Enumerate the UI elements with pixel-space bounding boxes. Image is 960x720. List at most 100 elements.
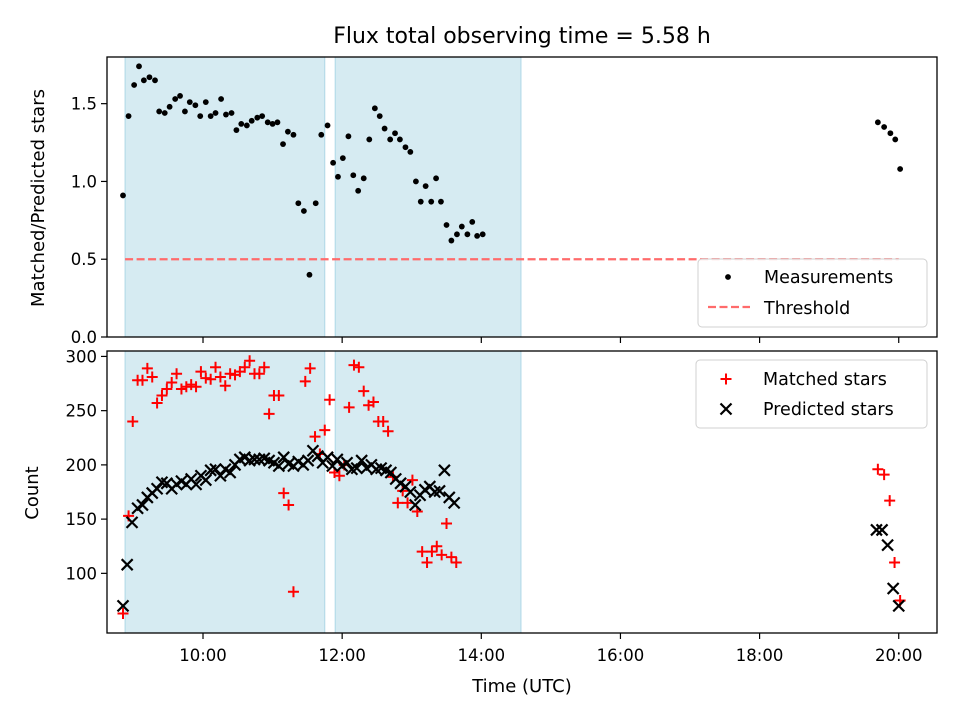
matched-star-point (431, 540, 443, 552)
measurement-point (172, 96, 179, 102)
bottom-y-axis-label: Count (22, 466, 43, 519)
matched-star-point (151, 397, 163, 409)
measurement-point (280, 141, 286, 148)
predicted-star-point (433, 484, 446, 498)
measurement-point (464, 231, 471, 238)
predicted-star-point (209, 462, 222, 476)
y-tick-label: 200 (66, 456, 98, 475)
matched-star-point (416, 546, 428, 558)
measurement-point (402, 144, 409, 151)
predicted-star-point (214, 469, 227, 483)
measurement-point (339, 155, 346, 162)
measurement-point (881, 124, 888, 130)
predicted-star-point (120, 558, 134, 571)
measurement-point (186, 99, 193, 106)
measurement-point (306, 271, 313, 278)
measurement-point (330, 159, 337, 166)
measurement-point (324, 122, 331, 129)
measurement-point (469, 218, 476, 225)
measurement-point (233, 127, 240, 134)
measurement-point (479, 231, 486, 238)
matched-star-point (200, 372, 212, 384)
y-tick-label: 250 (66, 402, 98, 421)
measurement-point (392, 130, 398, 137)
measurement-point (407, 148, 414, 155)
measurement-point (892, 136, 899, 143)
measurement-point (290, 131, 297, 138)
measurement-point (238, 120, 245, 127)
legend-matched-label: Matched stars (763, 370, 887, 390)
measurement-point (454, 231, 460, 238)
top-plot-area (120, 57, 904, 337)
measurement-point (318, 131, 325, 138)
measurement-point (387, 136, 394, 143)
matched-star-point (436, 549, 448, 561)
measurement-point (136, 63, 142, 70)
measurement-point (433, 175, 439, 182)
measurement-point (140, 77, 147, 84)
matched-star-point (117, 607, 129, 619)
measurement-point (254, 114, 261, 121)
predicted-star-point (355, 454, 368, 467)
measurement-point (345, 133, 352, 140)
matched-star-point (309, 431, 321, 443)
x-tick-label: 16:00 (597, 646, 645, 665)
measurement-point (887, 130, 894, 137)
legend-predicted-marker (719, 402, 733, 416)
matched-star-point (244, 355, 256, 367)
matched-star-point (195, 366, 207, 378)
matched-star-point (161, 383, 173, 395)
predicted-star-point (199, 473, 213, 487)
x-tick-label: 14:00 (458, 646, 506, 665)
measurement-point (448, 237, 455, 244)
matched-star-point (333, 470, 345, 482)
measurement-point (192, 102, 199, 109)
matched-star-point (175, 383, 187, 395)
matched-star-point (382, 425, 394, 437)
predicted-star-point (277, 451, 290, 464)
measurement-point (417, 198, 424, 205)
matched-star-point (450, 557, 462, 568)
measurement-point (161, 110, 168, 116)
matched-star-point (441, 517, 453, 529)
predicted-star-point (404, 485, 417, 499)
matched-star-point (283, 499, 295, 511)
measurement-point (259, 113, 266, 120)
x-axis-label: Time (UTC) (471, 676, 572, 697)
measurement-point (458, 223, 465, 230)
matched-star-point (278, 487, 290, 499)
legend-predicted-label: Predicted stars (763, 400, 894, 420)
measurement-point (166, 103, 173, 110)
matched-star-point (299, 375, 311, 387)
measurement-point (874, 119, 881, 126)
matched-star-point (324, 394, 336, 406)
measurement-point (243, 122, 250, 129)
matched-star-point (156, 389, 168, 401)
matched-star-point (402, 497, 414, 509)
matched-star-point (319, 424, 331, 436)
measurement-point (438, 198, 444, 205)
measurement-point (197, 113, 204, 120)
measurement-point (428, 198, 435, 205)
measurement-point (269, 120, 276, 127)
matched-star-point (878, 469, 890, 481)
observing-window-shade (124, 57, 326, 337)
predicted-star-point (272, 459, 286, 473)
matched-star-point (367, 396, 379, 408)
x-tick-label: 18:00 (736, 646, 784, 665)
matched-star-point (219, 380, 231, 392)
matched-star-point (210, 361, 222, 373)
predicted-star-point (223, 466, 237, 479)
measurement-point (413, 178, 419, 185)
measurement-point (397, 136, 403, 143)
measurement-point (312, 200, 319, 207)
matched-star-point (287, 586, 299, 598)
measurement-point (264, 119, 271, 126)
matched-star-point (180, 381, 192, 393)
matched-star-point (273, 389, 285, 401)
matched-star-point (426, 546, 438, 558)
matched-star-point (166, 376, 178, 388)
measurement-point (152, 77, 158, 84)
matched-star-point (258, 361, 270, 373)
